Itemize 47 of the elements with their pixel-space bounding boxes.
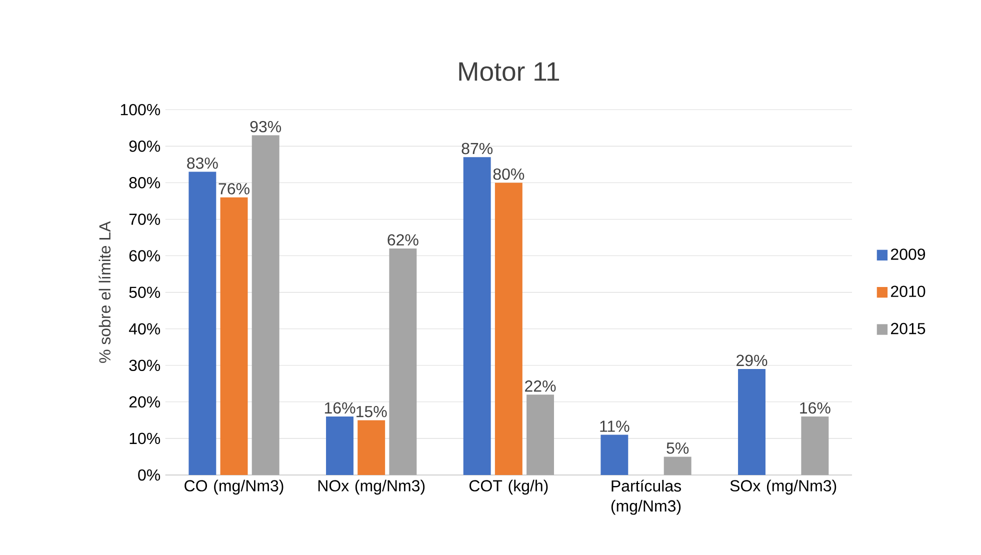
y-tick-label: 50%: [129, 286, 160, 298]
y-tick-label: 60%: [129, 250, 160, 262]
bar: [801, 416, 829, 475]
legend-label: 2009: [890, 248, 926, 260]
x-tick-label: COT (kg/h): [469, 480, 548, 495]
y-tick-label: 80%: [129, 177, 160, 188]
data-label: 62%: [388, 234, 418, 246]
data-label: 5%: [666, 442, 689, 454]
data-label: 29%: [736, 354, 768, 366]
y-tick-label: 100%: [120, 104, 160, 116]
y-tick-label: 0%: [138, 469, 160, 481]
y-axis-title: % sobre el límite LA: [98, 221, 111, 363]
data-label: 83%: [187, 158, 218, 169]
y-tick-label: 30%: [129, 360, 160, 372]
bar: [188, 172, 216, 475]
bar: [220, 197, 248, 475]
legend-label: 2015: [890, 322, 926, 334]
y-tick-label: 90%: [129, 140, 160, 152]
data-label: 80%: [493, 168, 524, 180]
bar: [358, 420, 386, 475]
x-tick-label: SOx (mg/Nm3): [730, 480, 836, 495]
x-tick-label: CO (mg/Nm3): [184, 480, 284, 495]
bar: [463, 157, 491, 475]
data-label: 22%: [525, 380, 556, 392]
y-tick-label: 20%: [129, 396, 160, 408]
data-label: 87%: [462, 142, 493, 154]
x-tick-label: Partículas (mg/Nm3): [611, 480, 681, 515]
chart-title: Motor 11: [459, 62, 559, 81]
data-label: 16%: [324, 402, 356, 414]
bar: [526, 394, 554, 475]
bar: [252, 135, 280, 475]
legend-label: 2010: [890, 286, 926, 298]
data-label: 15%: [356, 406, 387, 418]
y-tick-label: 10%: [130, 432, 160, 444]
data-label: 16%: [800, 402, 830, 414]
data-label: 93%: [250, 120, 282, 132]
bar: [326, 416, 354, 475]
y-tick-label: 40%: [128, 323, 160, 335]
y-tick-label: 70%: [129, 214, 160, 225]
data-label: 11%: [600, 420, 630, 432]
bar: [738, 369, 766, 475]
bar: [664, 456, 692, 475]
bar: [389, 248, 417, 475]
bar: [600, 434, 628, 475]
x-tick-label: NOx (mg/Nm3): [318, 480, 425, 495]
bar: [494, 182, 522, 475]
data-label: 76%: [218, 183, 250, 194]
